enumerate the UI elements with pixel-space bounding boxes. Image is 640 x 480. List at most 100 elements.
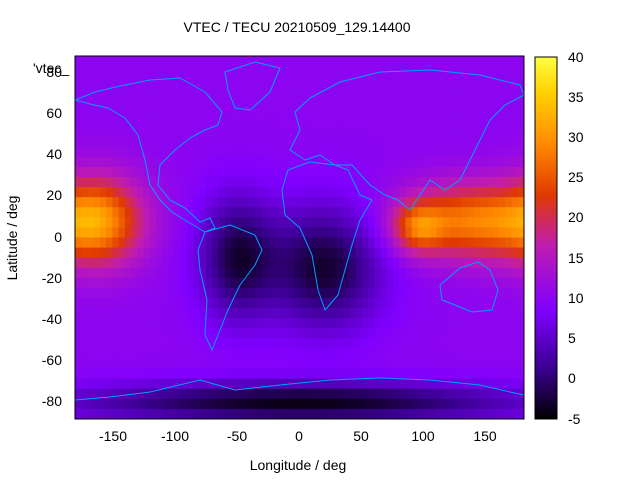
heatmap-cell: [417, 227, 425, 239]
heatmap-cell: [442, 298, 450, 309]
heatmap-cell: [424, 298, 432, 309]
heatmap-cell: [99, 227, 107, 239]
heatmap-cell: [112, 177, 120, 188]
heatmap-cell: [430, 267, 438, 279]
heatmap-cell: [287, 267, 294, 279]
heatmap-cell: [324, 76, 332, 87]
heatmap-cell: [399, 298, 407, 309]
heatmap-cell: [299, 207, 307, 218]
heatmap-cell: [156, 217, 163, 229]
heatmap-cell: [330, 277, 338, 289]
heatmap-cell: [137, 328, 145, 339]
heatmap-cell: [505, 378, 513, 390]
heatmap-cell: [511, 328, 519, 339]
heatmap-cell: [442, 207, 450, 218]
heatmap-cell: [156, 267, 163, 279]
heatmap-cell: [517, 66, 524, 77]
heatmap-cell: [455, 136, 463, 148]
heatmap-cell: [249, 76, 257, 87]
heatmap-cell: [131, 408, 138, 419]
x-tick-label: -100: [161, 428, 189, 444]
heatmap-cell: [243, 106, 251, 118]
heatmap-cell: [355, 66, 363, 77]
heatmap-cell: [75, 358, 82, 370]
heatmap-cell: [417, 338, 425, 350]
heatmap-cell: [205, 76, 213, 87]
heatmap-cell: [436, 227, 444, 239]
heatmap-cell: [461, 166, 469, 178]
heatmap-cell: [199, 287, 207, 299]
heatmap-cell: [293, 398, 301, 410]
heatmap-cell: [224, 146, 232, 158]
colorbar-tick-label: 30: [568, 129, 584, 145]
heatmap-cell: [75, 66, 82, 77]
heatmap-cell: [461, 136, 469, 148]
heatmap-cell: [131, 227, 138, 239]
heatmap-cell: [492, 237, 500, 249]
heatmap-cell: [399, 136, 407, 148]
heatmap-cell: [461, 308, 469, 319]
heatmap-cell: [193, 257, 201, 269]
heatmap-cell: [237, 86, 244, 97]
heatmap-cell: [249, 328, 257, 339]
heatmap-cell: [336, 106, 344, 118]
heatmap-cell: [343, 408, 350, 419]
heatmap-cell: [224, 298, 232, 309]
heatmap-cell: [474, 207, 481, 218]
heatmap-cell: [467, 217, 475, 229]
heatmap-cell: [205, 267, 213, 279]
heatmap-cell: [143, 96, 151, 108]
heatmap-cell: [405, 197, 413, 208]
heatmap-cell: [299, 378, 307, 390]
heatmap-cell: [137, 86, 145, 97]
heatmap-cell: [174, 66, 182, 77]
heatmap-cell: [168, 136, 176, 148]
heatmap-cell: [218, 368, 226, 380]
heatmap-cell: [324, 136, 332, 148]
heatmap-cell: [399, 76, 407, 87]
heatmap-cell: [193, 227, 201, 239]
heatmap-cell: [311, 328, 319, 339]
heatmap-cell: [336, 338, 344, 350]
heatmap-cell: [486, 197, 494, 208]
heatmap-cell: [380, 227, 388, 239]
heatmap-cell: [461, 116, 469, 128]
heatmap-cell: [436, 348, 444, 360]
heatmap-cell: [112, 408, 120, 419]
heatmap-cell: [124, 298, 132, 309]
heatmap-cell: [511, 166, 519, 178]
heatmap-cell: [280, 338, 288, 350]
heatmap-cell: [124, 237, 132, 249]
heatmap-cell: [143, 156, 151, 168]
heatmap-cell: [349, 287, 357, 299]
heatmap-cell: [255, 398, 263, 410]
heatmap-cell: [517, 308, 524, 319]
heatmap-cell: [449, 86, 457, 97]
heatmap-cell: [436, 76, 444, 87]
heatmap-cell: [75, 156, 82, 168]
heatmap-cell: [274, 398, 282, 410]
heatmap-cell: [393, 308, 400, 319]
heatmap-cell: [168, 338, 176, 350]
heatmap-cell: [330, 287, 338, 299]
colorbar-tick-label: 10: [568, 290, 584, 306]
heatmap-cell: [505, 267, 513, 279]
heatmap-cell: [106, 86, 114, 97]
heatmap-cell: [368, 378, 375, 390]
heatmap-cell: [106, 106, 114, 118]
heatmap-cell: [517, 398, 524, 410]
heatmap-cell: [343, 126, 350, 138]
heatmap-cell: [305, 368, 313, 380]
heatmap-cell: [106, 398, 114, 410]
heatmap-cell: [174, 398, 182, 410]
heatmap-cell: [93, 328, 101, 339]
heatmap-cell: [455, 76, 463, 87]
heatmap-cell: [311, 146, 319, 158]
heatmap-cell: [106, 338, 114, 350]
heatmap-cell: [81, 96, 89, 108]
heatmap-cell: [361, 197, 369, 208]
heatmap-cell: [287, 348, 294, 360]
heatmap-cell: [262, 166, 269, 178]
heatmap-cell: [99, 398, 107, 410]
heatmap-cell: [299, 76, 307, 87]
